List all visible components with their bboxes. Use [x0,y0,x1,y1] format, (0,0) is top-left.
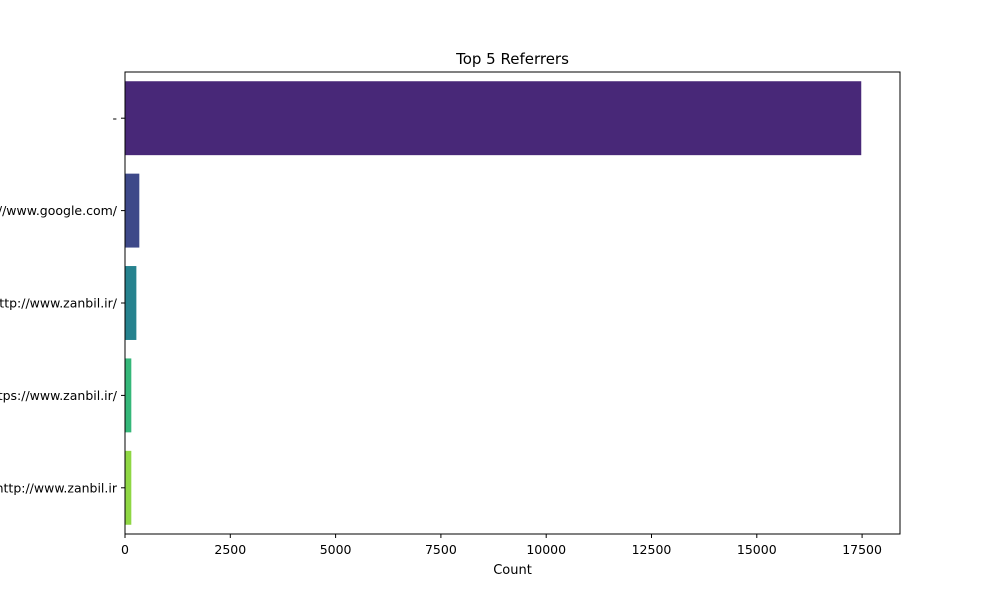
x-axis: 0 2500 5000 7500 10000 12500 15000 17500 [121,534,882,557]
bar-3 [125,266,137,340]
x-axis-label: Count [493,563,532,578]
x-tick-label: 17500 [842,542,882,557]
x-tick-label: 7500 [425,542,457,557]
x-tick-label: 0 [121,542,129,557]
y-axis: - https://www.google.com/http://www.zanbi… [0,111,125,495]
x-tick-label: 12500 [632,542,672,557]
y-tick-label: https://www.zanbil.ir/ [0,388,118,403]
bar-5 [125,450,132,525]
y-tick-label: https://www.google.com/ [0,203,118,218]
bar-4 [125,358,132,433]
bar-1 [125,81,862,156]
x-tick-label: 5000 [320,542,352,557]
x-tick-label: 2500 [214,542,246,557]
y-tick-label: http://www.zanbil.ir [0,480,118,495]
y-tick-label: - [112,111,117,126]
y-tick-label: http://www.zanbil.ir/ [0,296,118,311]
x-tick-label: 10000 [526,542,566,557]
bar-2 [125,173,140,248]
chart-title: Top 5 Referrers [455,50,569,68]
x-tick-label: 15000 [737,542,777,557]
bars-group [125,81,862,525]
